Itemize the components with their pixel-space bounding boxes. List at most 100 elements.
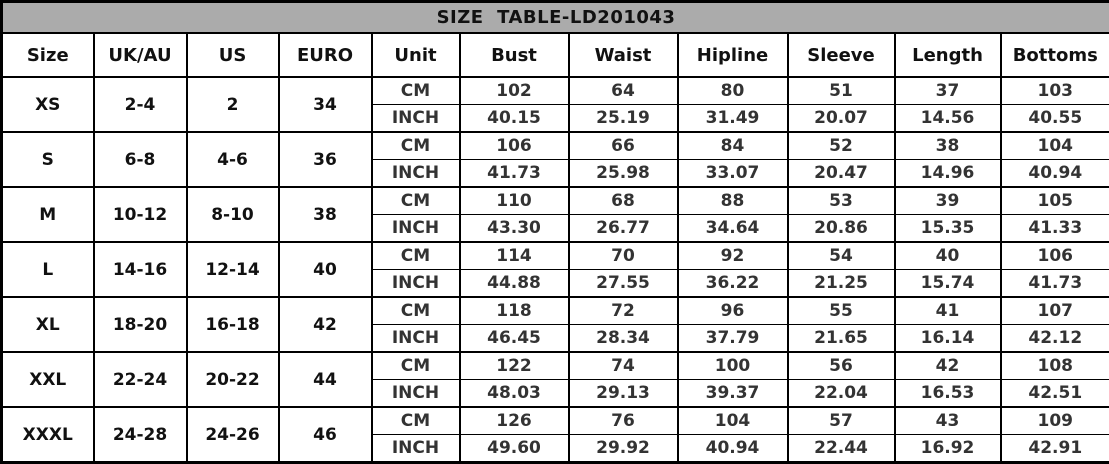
us-cell-xs: 2 — [187, 77, 279, 132]
us-cell-s: 4-6 — [187, 132, 279, 187]
size-cell-xxxl: XXXL — [2, 407, 94, 463]
euro-cell-xl: 42 — [279, 297, 372, 352]
cm-value-xxxl-3: 57 — [788, 407, 895, 435]
ukau-cell-xxxl: 24-28 — [94, 407, 187, 463]
cm-value-xs-3: 51 — [788, 77, 895, 105]
inch-value-xxl-1: 29.13 — [569, 380, 678, 408]
cm-value-xxxl-4: 43 — [895, 407, 1001, 435]
column-header-hipline: Hipline — [678, 33, 788, 77]
unit-label-inch-s: INCH — [372, 160, 460, 188]
inch-value-xs-2: 31.49 — [678, 105, 788, 133]
unit-label-cm-xxl: CM — [372, 352, 460, 380]
inch-value-xs-5: 40.55 — [1001, 105, 1109, 133]
unit-label-cm-xs: CM — [372, 77, 460, 105]
euro-cell-s: 36 — [279, 132, 372, 187]
unit-label-cm-m: CM — [372, 187, 460, 215]
unit-label-cm-l: CM — [372, 242, 460, 270]
cm-value-s-0: 106 — [460, 132, 569, 160]
inch-value-m-0: 43.30 — [460, 215, 569, 243]
cm-value-l-1: 70 — [569, 242, 678, 270]
cm-value-xxl-0: 122 — [460, 352, 569, 380]
unit-label-cm-xxxl: CM — [372, 407, 460, 435]
column-header-sleeve: Sleeve — [788, 33, 895, 77]
euro-cell-xxxl: 46 — [279, 407, 372, 463]
euro-cell-m: 38 — [279, 187, 372, 242]
cm-value-xl-3: 55 — [788, 297, 895, 325]
cm-value-xxl-5: 108 — [1001, 352, 1109, 380]
inch-value-xl-5: 42.12 — [1001, 325, 1109, 353]
inch-value-s-3: 20.47 — [788, 160, 895, 188]
inch-value-xxxl-3: 22.44 — [788, 435, 895, 463]
inch-value-l-0: 44.88 — [460, 270, 569, 298]
cm-value-l-2: 92 — [678, 242, 788, 270]
inch-value-xs-1: 25.19 — [569, 105, 678, 133]
cm-value-xs-2: 80 — [678, 77, 788, 105]
ukau-cell-l: 14-16 — [94, 242, 187, 297]
column-header-waist: Waist — [569, 33, 678, 77]
inch-value-m-2: 34.64 — [678, 215, 788, 243]
inch-value-xxxl-2: 40.94 — [678, 435, 788, 463]
inch-value-l-1: 27.55 — [569, 270, 678, 298]
inch-value-xxxl-4: 16.92 — [895, 435, 1001, 463]
cm-value-m-2: 88 — [678, 187, 788, 215]
ukau-cell-m: 10-12 — [94, 187, 187, 242]
inch-value-l-3: 21.25 — [788, 270, 895, 298]
cm-value-xs-5: 103 — [1001, 77, 1109, 105]
ukau-cell-xxl: 22-24 — [94, 352, 187, 407]
column-header-unit: Unit — [372, 33, 460, 77]
size-cell-l: L — [2, 242, 94, 297]
cm-value-xl-4: 41 — [895, 297, 1001, 325]
cm-value-xxxl-1: 76 — [569, 407, 678, 435]
cm-value-s-4: 38 — [895, 132, 1001, 160]
inch-value-xl-1: 28.34 — [569, 325, 678, 353]
cm-value-s-5: 104 — [1001, 132, 1109, 160]
cm-value-l-4: 40 — [895, 242, 1001, 270]
cm-value-xxl-3: 56 — [788, 352, 895, 380]
ukau-cell-xl: 18-20 — [94, 297, 187, 352]
inch-value-xl-0: 46.45 — [460, 325, 569, 353]
euro-cell-xs: 34 — [279, 77, 372, 132]
cm-value-s-2: 84 — [678, 132, 788, 160]
unit-label-cm-xl: CM — [372, 297, 460, 325]
inch-value-xs-3: 20.07 — [788, 105, 895, 133]
inch-value-xxl-0: 48.03 — [460, 380, 569, 408]
ukau-cell-s: 6-8 — [94, 132, 187, 187]
us-cell-xxxl: 24-26 — [187, 407, 279, 463]
inch-value-xs-0: 40.15 — [460, 105, 569, 133]
inch-value-xxl-5: 42.51 — [1001, 380, 1109, 408]
column-header-length: Length — [895, 33, 1001, 77]
inch-value-xxxl-0: 49.60 — [460, 435, 569, 463]
inch-value-xl-2: 37.79 — [678, 325, 788, 353]
cm-value-xl-0: 118 — [460, 297, 569, 325]
column-header-uk-au: UK/AU — [94, 33, 187, 77]
inch-value-xxl-3: 22.04 — [788, 380, 895, 408]
unit-label-inch-xs: INCH — [372, 105, 460, 133]
inch-value-s-4: 14.96 — [895, 160, 1001, 188]
us-cell-xxl: 20-22 — [187, 352, 279, 407]
column-header-bottoms: Bottoms — [1001, 33, 1109, 77]
inch-value-s-5: 40.94 — [1001, 160, 1109, 188]
cm-value-s-1: 66 — [569, 132, 678, 160]
size-cell-m: M — [2, 187, 94, 242]
cm-value-xxl-4: 42 — [895, 352, 1001, 380]
title-row: SIZE TABLE-LD201043 — [2, 2, 1109, 34]
inch-value-xxxl-5: 42.91 — [1001, 435, 1109, 463]
column-header-us: US — [187, 33, 279, 77]
cm-value-m-0: 110 — [460, 187, 569, 215]
column-header-bust: Bust — [460, 33, 569, 77]
inch-value-xl-4: 16.14 — [895, 325, 1001, 353]
inch-value-s-0: 41.73 — [460, 160, 569, 188]
cm-value-xxxl-5: 109 — [1001, 407, 1109, 435]
inch-value-m-4: 15.35 — [895, 215, 1001, 243]
inch-value-xxxl-1: 29.92 — [569, 435, 678, 463]
inch-value-m-5: 41.33 — [1001, 215, 1109, 243]
unit-label-inch-l: INCH — [372, 270, 460, 298]
